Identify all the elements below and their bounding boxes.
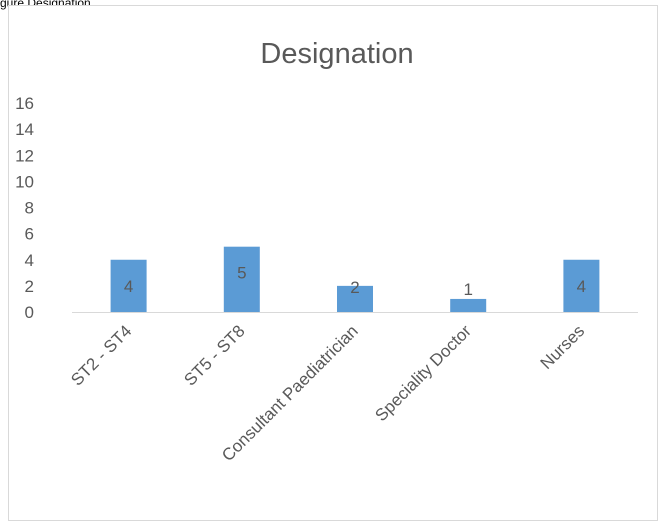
y-tick-label: 2 (25, 277, 34, 296)
y-tick-label: 6 (25, 225, 34, 244)
data-label: 2 (350, 278, 359, 297)
y-tick-label: 4 (25, 251, 34, 270)
chart-title: Designation (260, 38, 413, 70)
bar (450, 298, 487, 312)
data-label: 5 (237, 264, 246, 283)
x-tick-label: ST2 - ST4 (67, 321, 135, 389)
bar (563, 259, 600, 312)
x-tick-label: ST5 - ST8 (180, 321, 248, 389)
bar (223, 246, 260, 312)
data-label: 4 (577, 277, 586, 296)
x-tick-label: Nurses (537, 321, 589, 373)
y-tick-label: 0 (25, 303, 34, 322)
y-tick-label: 8 (25, 199, 34, 218)
y-tick-label: 14 (15, 120, 34, 139)
data-labels: 4 5 2 1 4 (124, 264, 586, 299)
y-tick-label: 16 (15, 94, 34, 113)
y-tick-label: 10 (15, 172, 34, 191)
x-tick-label: Speciality Doctor (371, 321, 475, 425)
data-label: 4 (124, 277, 133, 296)
bar (110, 259, 147, 312)
data-label: 1 (463, 280, 472, 299)
bar (337, 285, 373, 312)
y-tick-label: 12 (15, 146, 34, 165)
y-axis: 0 2 4 6 8 10 12 14 16 (15, 94, 34, 322)
bar-series (110, 246, 600, 312)
